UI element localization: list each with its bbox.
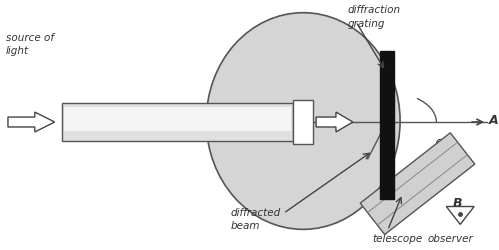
Bar [293,101,313,144]
Text: diffracted: diffracted [231,207,281,217]
Polygon shape [8,112,55,132]
Text: $\theta$: $\theta$ [435,138,444,151]
Polygon shape [316,112,353,132]
Text: grating: grating [348,18,385,28]
Text: source of: source of [6,32,54,42]
Text: A: A [489,114,499,126]
Bar [63,108,291,132]
Polygon shape [360,133,475,234]
Bar [380,52,394,199]
Ellipse shape [206,14,400,230]
Polygon shape [446,207,474,224]
Bar [62,104,293,141]
Text: telescope: telescope [373,234,423,243]
Text: beam: beam [231,220,260,230]
Text: diffraction: diffraction [348,5,401,15]
Text: light: light [6,46,29,56]
Text: observer: observer [428,234,473,243]
Text: B: B [452,196,462,209]
